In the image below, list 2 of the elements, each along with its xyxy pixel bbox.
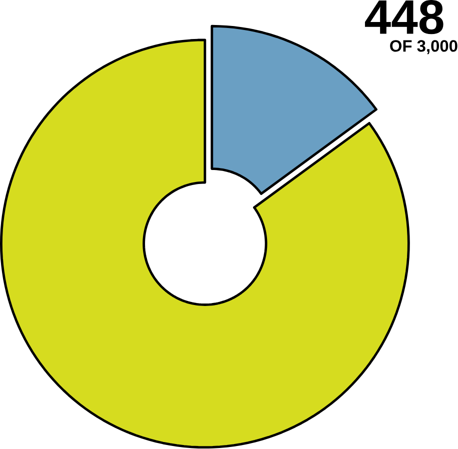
- data-label: 448: [364, 0, 444, 34]
- text: OF 3,000: [390, 40, 458, 54]
